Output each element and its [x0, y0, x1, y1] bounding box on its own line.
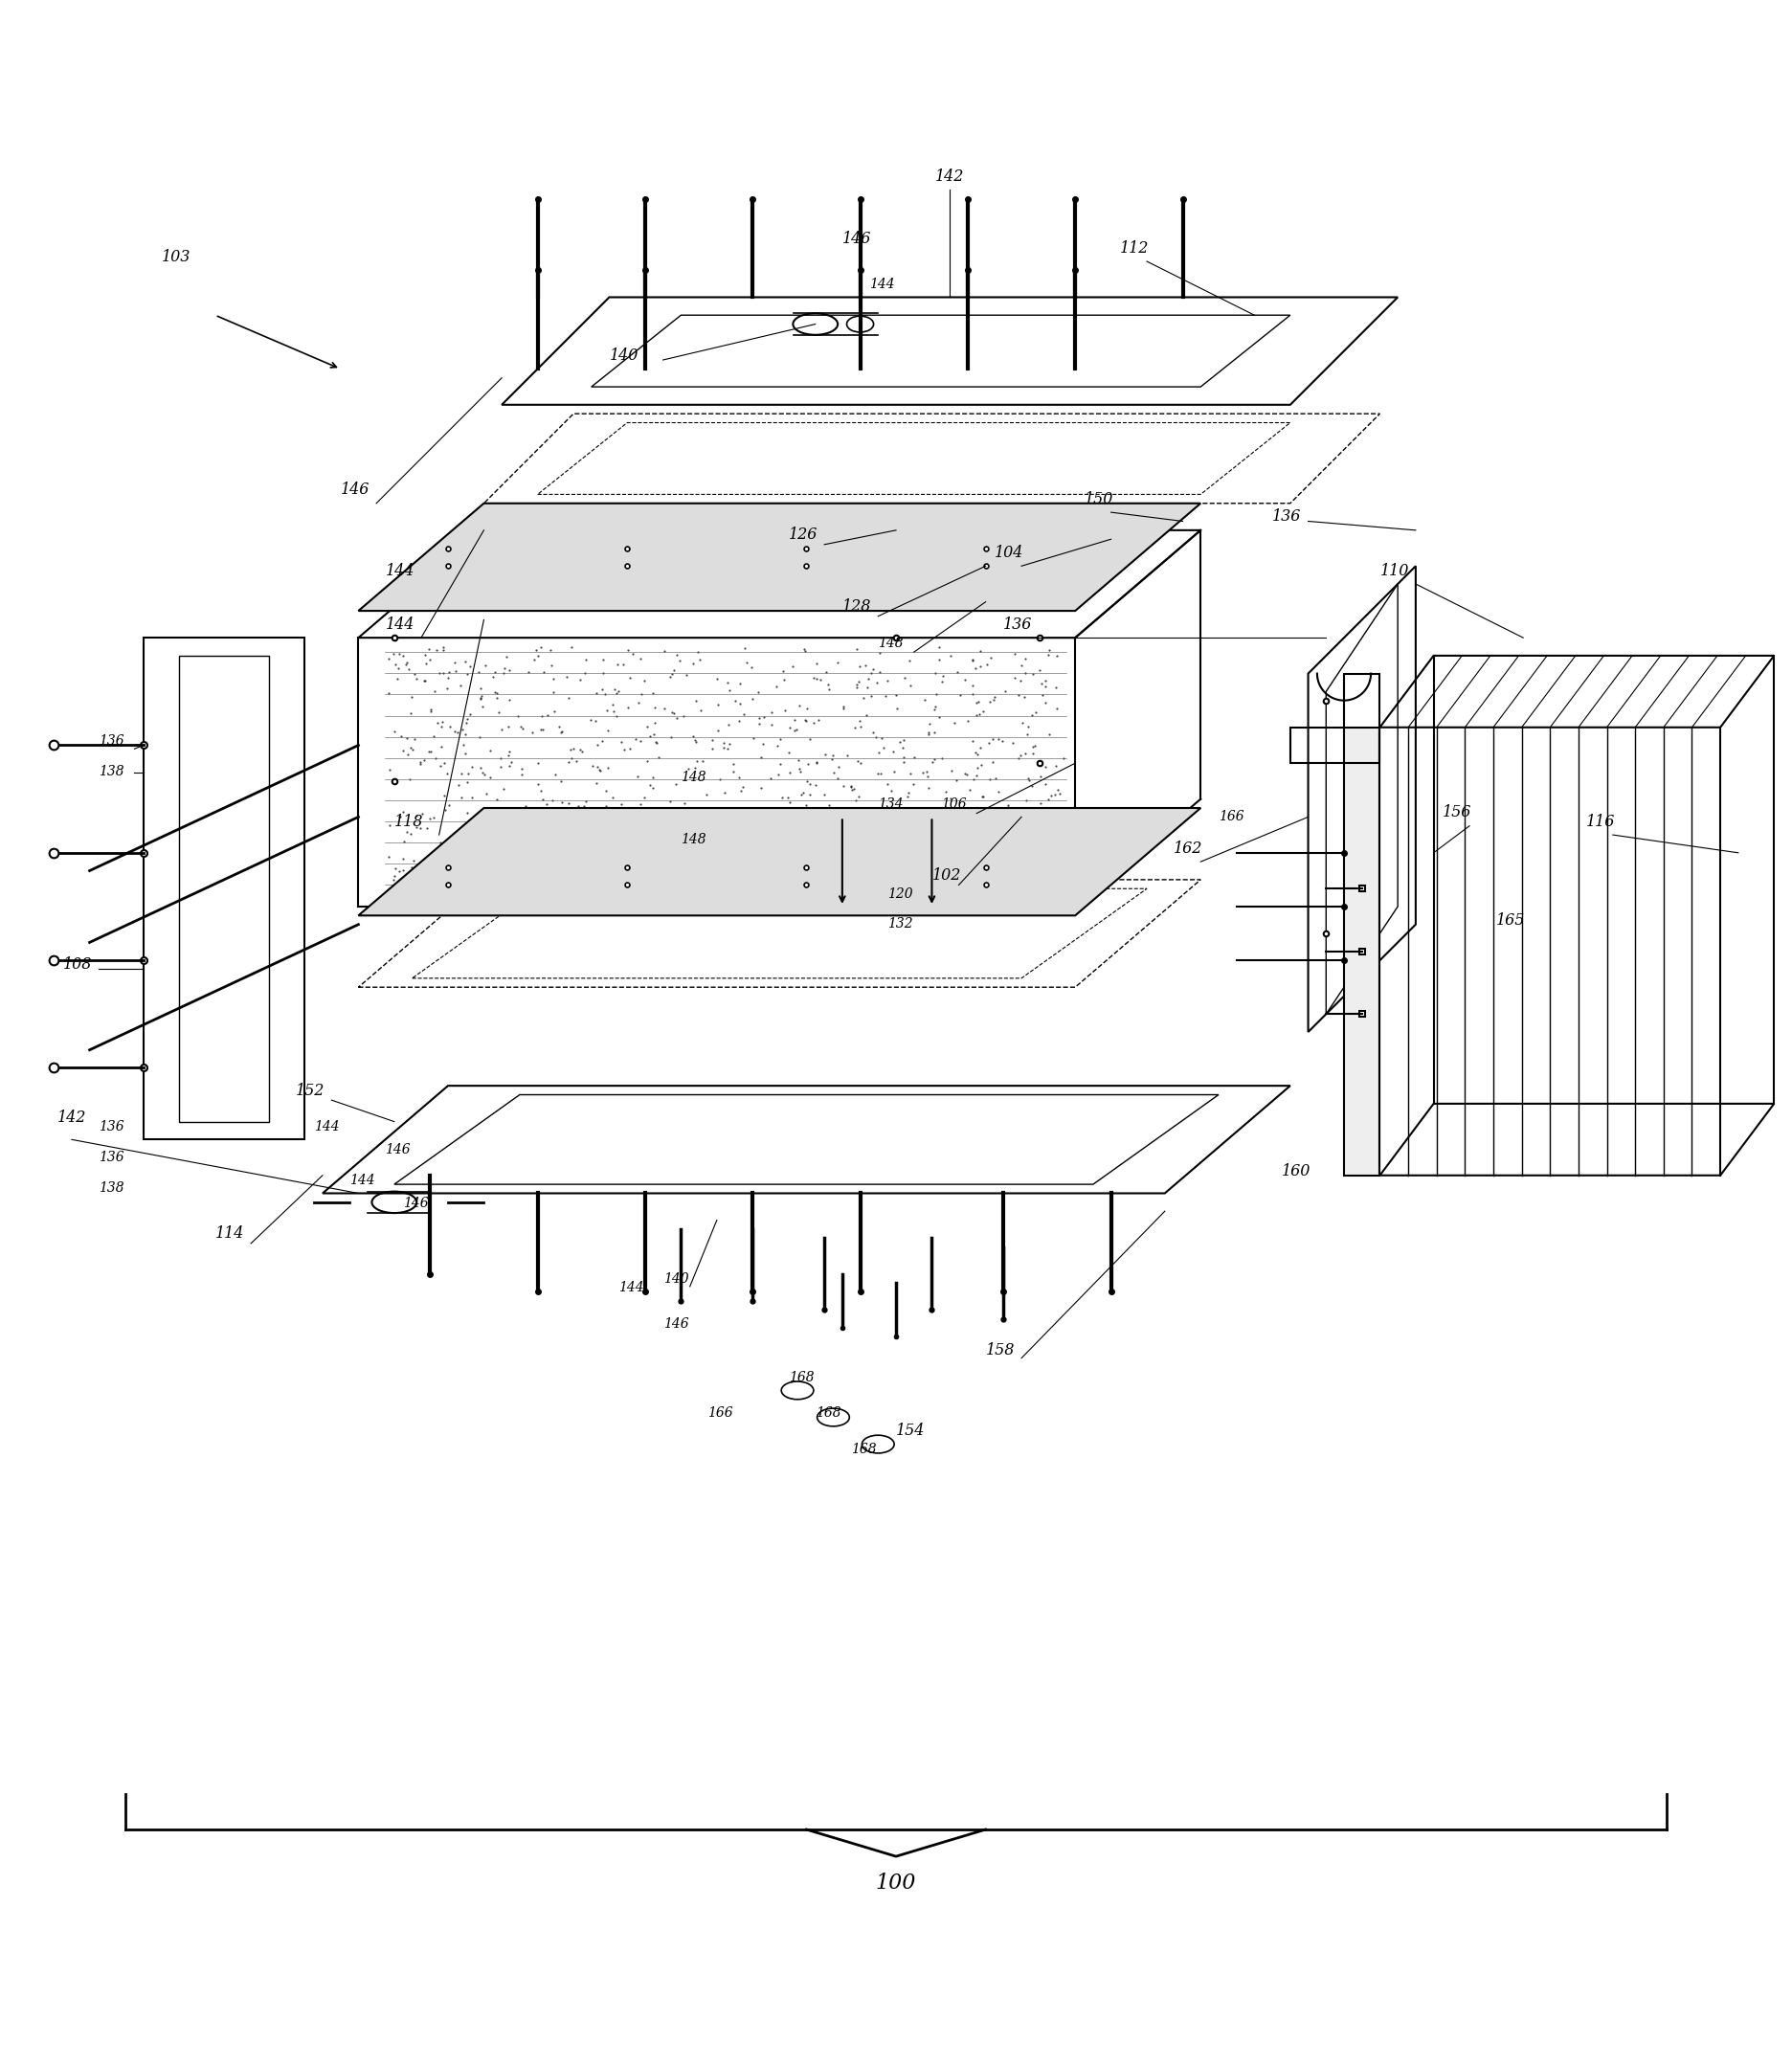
- Text: 165: 165: [1496, 912, 1525, 929]
- Text: 142: 142: [57, 1108, 86, 1125]
- Text: 156: 156: [1443, 805, 1471, 821]
- Text: 106: 106: [941, 797, 966, 811]
- Text: 158: 158: [986, 1342, 1014, 1358]
- Text: 114: 114: [215, 1226, 244, 1243]
- Polygon shape: [1344, 727, 1380, 1174]
- Text: 126: 126: [788, 526, 817, 543]
- Text: 154: 154: [896, 1422, 925, 1439]
- Text: 168: 168: [815, 1408, 840, 1420]
- Text: 146: 146: [403, 1197, 428, 1210]
- Text: 132: 132: [887, 918, 912, 931]
- Text: 144: 144: [618, 1282, 643, 1294]
- Text: 144: 144: [314, 1121, 339, 1133]
- Text: 148: 148: [878, 636, 903, 650]
- Text: 168: 168: [788, 1370, 814, 1385]
- Text: 136: 136: [1004, 617, 1032, 632]
- Text: 144: 144: [349, 1174, 375, 1187]
- Text: 112: 112: [1120, 239, 1149, 256]
- Polygon shape: [358, 807, 1201, 916]
- Text: 146: 146: [842, 231, 871, 248]
- Text: 128: 128: [842, 599, 871, 615]
- Text: 138: 138: [99, 766, 124, 778]
- Text: 148: 148: [681, 770, 706, 784]
- Text: 110: 110: [1380, 563, 1409, 578]
- Text: 108: 108: [63, 958, 91, 972]
- Text: 146: 146: [385, 1143, 410, 1156]
- Polygon shape: [358, 504, 1201, 611]
- Text: 166: 166: [708, 1408, 733, 1420]
- Text: 120: 120: [887, 888, 912, 900]
- Text: 166: 166: [1219, 809, 1244, 824]
- Text: 134: 134: [878, 797, 903, 811]
- Text: 104: 104: [995, 545, 1023, 561]
- Text: 136: 136: [99, 735, 124, 747]
- Text: 152: 152: [296, 1082, 324, 1098]
- Text: 116: 116: [1586, 813, 1615, 830]
- Text: 160: 160: [1281, 1162, 1310, 1179]
- Text: 136: 136: [99, 1121, 124, 1133]
- Text: 136: 136: [99, 1150, 124, 1164]
- Text: 144: 144: [385, 617, 414, 632]
- Text: 142: 142: [935, 169, 964, 184]
- Text: 103: 103: [161, 250, 190, 264]
- Text: 150: 150: [1084, 491, 1113, 508]
- Text: 140: 140: [663, 1271, 688, 1286]
- Text: 162: 162: [1174, 840, 1202, 857]
- Text: 148: 148: [681, 834, 706, 846]
- Text: 168: 168: [851, 1443, 876, 1455]
- Text: 140: 140: [609, 347, 638, 363]
- Text: 144: 144: [869, 279, 894, 291]
- Text: 118: 118: [394, 813, 423, 830]
- Text: 144: 144: [385, 563, 414, 578]
- Text: 100: 100: [876, 1872, 916, 1895]
- Text: 136: 136: [1272, 510, 1301, 524]
- Text: 102: 102: [932, 867, 961, 883]
- Text: 146: 146: [340, 481, 369, 497]
- Text: 146: 146: [663, 1317, 688, 1331]
- Text: 138: 138: [99, 1181, 124, 1195]
